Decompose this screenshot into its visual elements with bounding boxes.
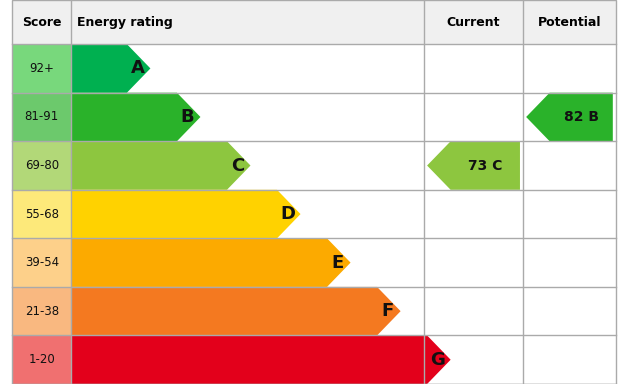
Bar: [12, 287, 71, 336]
Polygon shape: [71, 93, 201, 141]
Bar: [12, 44, 71, 93]
Polygon shape: [526, 93, 613, 141]
Polygon shape: [71, 287, 400, 336]
Text: 1-20: 1-20: [28, 353, 55, 366]
Polygon shape: [71, 238, 350, 287]
Text: G: G: [430, 351, 445, 369]
Polygon shape: [71, 336, 451, 384]
Text: 69-80: 69-80: [25, 159, 59, 172]
Text: D: D: [280, 205, 295, 223]
Bar: [12, 190, 71, 238]
Polygon shape: [71, 190, 301, 238]
Bar: [12, 93, 71, 141]
Text: Potential: Potential: [538, 16, 601, 28]
Polygon shape: [71, 44, 150, 93]
Text: Score: Score: [22, 16, 61, 28]
Text: 39-54: 39-54: [25, 256, 59, 269]
Text: 21-38: 21-38: [25, 305, 59, 318]
Text: E: E: [332, 253, 344, 271]
Text: 81-91: 81-91: [25, 111, 59, 124]
Text: Energy rating: Energy rating: [77, 16, 173, 28]
Text: F: F: [381, 302, 394, 320]
Polygon shape: [71, 141, 251, 190]
Polygon shape: [427, 141, 520, 190]
Text: 92+: 92+: [29, 62, 54, 75]
Bar: [12, 0, 616, 44]
Bar: [12, 141, 71, 190]
Text: B: B: [181, 108, 194, 126]
Text: 55-68: 55-68: [25, 208, 59, 220]
Text: A: A: [131, 60, 144, 78]
Text: 82 B: 82 B: [564, 110, 599, 124]
Text: Current: Current: [447, 16, 500, 28]
Text: C: C: [231, 157, 244, 175]
Bar: [12, 238, 71, 287]
Bar: [12, 336, 71, 384]
Text: 73 C: 73 C: [468, 159, 503, 172]
